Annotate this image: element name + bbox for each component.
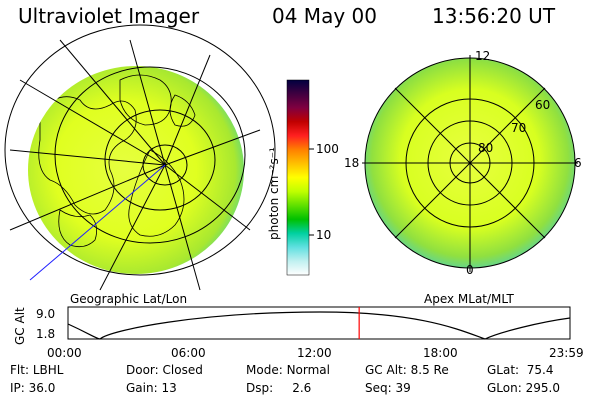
mlat-label-60: 60	[535, 98, 550, 112]
right-panel-caption: Apex MLat/MLT	[424, 292, 514, 306]
info-seq: Seq: 39	[365, 381, 411, 395]
info-flt: Flt: LBHL	[10, 363, 64, 377]
altitude-plot: GC Alt 9.0 1.8 00:00 06:00 12:00 18:00 2…	[13, 306, 584, 360]
altitude-xtick-1200: 12:00	[297, 346, 332, 360]
colorbar-scale	[286, 79, 310, 276]
altitude-xtick-0000: 00:00	[47, 346, 82, 360]
info-dsp: Dsp: 2.6	[246, 381, 312, 395]
mlt-label-12: 12	[475, 49, 490, 63]
info-gain: Gain: 13	[126, 381, 177, 395]
altitude-curve	[67, 311, 571, 340]
altitude-xtick-0600: 06:00	[171, 346, 206, 360]
altitude-plot-frame	[67, 306, 571, 340]
altitude-axis-label: GC Alt	[13, 307, 27, 345]
altitude-xtick-2359: 23:59	[549, 346, 584, 360]
colorbar-unit-label: photon cm⁻²s⁻¹	[267, 147, 281, 240]
info-mode: Mode: Normal	[246, 363, 330, 377]
mlt-label-18: 18	[344, 156, 359, 170]
info-ip: IP: 36.0	[10, 381, 56, 395]
terminator-line	[29, 164, 166, 281]
mlat-label-70: 70	[511, 121, 526, 135]
info-gc-alt: GC Alt: 8.5 Re	[365, 363, 449, 377]
mlt-label-6: 6	[574, 156, 582, 170]
left-panel-caption: Geographic Lat/Lon	[70, 292, 187, 306]
info-glon: GLon: 295.0	[487, 381, 560, 395]
colorbar-tick-10: 10	[316, 228, 331, 242]
image-time: 13:56:20 UT	[432, 4, 556, 28]
geographic-image-panel	[4, 24, 276, 291]
right-polar-grid	[362, 55, 578, 272]
colorbar: 100 10 photon cm⁻²s⁻¹	[267, 79, 339, 276]
info-glat: GLat: 75.4	[487, 363, 554, 377]
altitude-ytick-low: 1.8	[36, 327, 55, 341]
magnetic-image-panel: 12 18 6 0 80 70 60	[344, 49, 582, 277]
mlt-label-0: 0	[466, 263, 474, 277]
info-door: Door: Closed	[126, 363, 203, 377]
colorbar-tick-100: 100	[316, 142, 339, 156]
left-latlon-grid	[4, 24, 276, 291]
mlat-label-80: 80	[478, 141, 493, 155]
image-date: 04 May 00	[272, 4, 377, 28]
image-title: Ultraviolet Imager	[18, 4, 200, 28]
altitude-xtick-1800: 18:00	[423, 346, 458, 360]
altitude-ytick-high: 9.0	[36, 307, 55, 321]
